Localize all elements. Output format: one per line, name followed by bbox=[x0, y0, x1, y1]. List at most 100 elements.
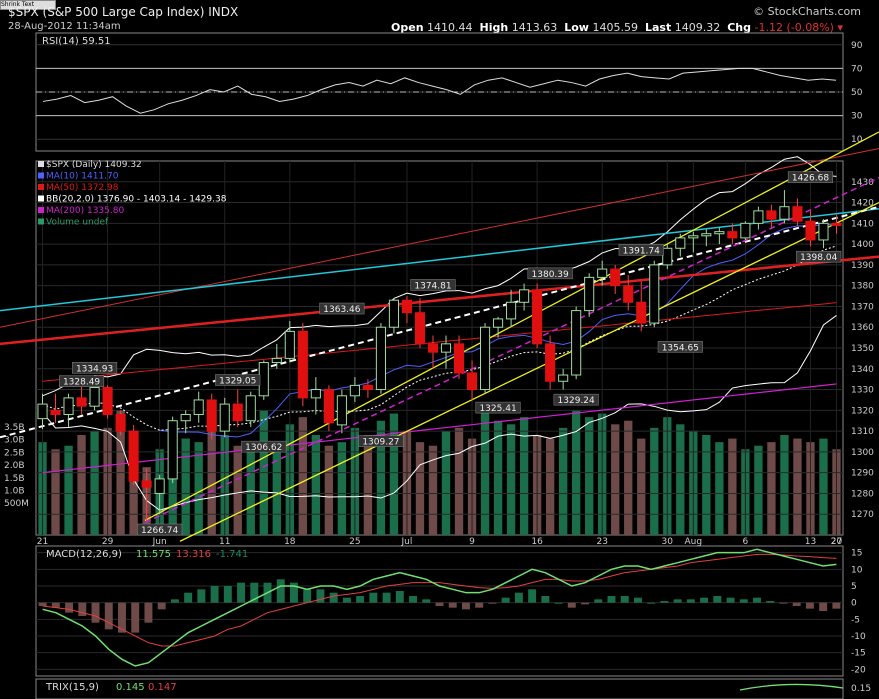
candle-body bbox=[63, 397, 74, 415]
price-annotation-box bbox=[618, 244, 664, 256]
candle-body bbox=[258, 362, 269, 397]
volume-bar bbox=[181, 438, 190, 535]
macd-histogram-bar bbox=[514, 592, 523, 603]
x-tick-label: 29 bbox=[102, 537, 114, 547]
rsi-tick-label: 90 bbox=[851, 41, 863, 51]
volume-tick-label: 2.5B bbox=[4, 448, 25, 458]
candle-body bbox=[349, 384, 360, 397]
down-arrow-icon: ▾ bbox=[837, 21, 843, 34]
volume-bar bbox=[793, 438, 802, 535]
price-annotation-box bbox=[527, 267, 573, 280]
legend-swatch bbox=[38, 172, 44, 179]
macd-histogram-bar bbox=[819, 602, 828, 611]
stockcharts-credit[interactable]: © StockCharts.com bbox=[753, 5, 861, 18]
candle-body bbox=[388, 299, 399, 328]
price-tick-label: 1380 bbox=[851, 282, 874, 292]
price-legend-entry: MA(50) 1372.98 bbox=[46, 183, 119, 193]
candle-body bbox=[414, 312, 426, 345]
chg-value: -1.12 (-0.08%) bbox=[754, 21, 834, 34]
price-annotation: 1329.24 bbox=[558, 396, 595, 406]
volume-bar bbox=[767, 442, 776, 535]
macd-histogram-bar bbox=[356, 596, 365, 603]
red-support-trendline bbox=[0, 255, 879, 346]
candle-body bbox=[532, 289, 543, 345]
candle-body bbox=[558, 374, 569, 382]
price-annotation-box bbox=[137, 523, 183, 536]
price-annotation: 1266.74 bbox=[141, 526, 178, 536]
candle-body bbox=[493, 318, 504, 328]
volume-bar bbox=[64, 445, 73, 535]
macd-tick-label: 0 bbox=[851, 599, 857, 609]
rsi-line bbox=[42, 67, 837, 114]
candle-body bbox=[831, 222, 842, 226]
candle-body bbox=[297, 330, 308, 399]
macd-legend-name: MACD(12,26,9) bbox=[46, 549, 122, 560]
macd-tick-label: -15 bbox=[851, 649, 866, 659]
macd-tick-label: -10 bbox=[851, 632, 866, 642]
price-tick-label: 1430 bbox=[851, 178, 874, 188]
x-tick-label: 18 bbox=[284, 537, 296, 547]
candle-body bbox=[89, 386, 100, 407]
candle-body bbox=[636, 301, 647, 324]
x-tick-label: Aug bbox=[685, 537, 703, 547]
rsi-tick-label: 70 bbox=[851, 64, 863, 74]
macd-tick-label: -5 bbox=[851, 615, 860, 625]
price-tick-label: 1350 bbox=[851, 344, 874, 354]
price-tick-label: 1370 bbox=[851, 302, 874, 312]
macd-legend-signal: 13.316 bbox=[176, 549, 211, 560]
macd-histogram-bar bbox=[342, 597, 351, 603]
macd-histogram-bar bbox=[461, 602, 470, 610]
x-tick-label: 9 bbox=[469, 537, 475, 547]
bb-upper-line bbox=[42, 156, 837, 397]
volume-bar bbox=[441, 431, 451, 535]
volume-bar bbox=[77, 435, 86, 535]
macd-histogram-bar bbox=[805, 602, 814, 609]
candle-body bbox=[545, 343, 556, 382]
volume-bar bbox=[363, 435, 373, 535]
price-annotation-box bbox=[241, 440, 287, 453]
macd-histogram-bar bbox=[753, 597, 761, 603]
red-upper-trendline bbox=[0, 148, 879, 328]
volume-bar bbox=[819, 438, 828, 535]
candle-body bbox=[206, 399, 217, 432]
volume-tick-label: 500M bbox=[4, 499, 29, 509]
price-annotation-box bbox=[215, 374, 261, 386]
ma50-line bbox=[42, 302, 837, 382]
price-annotation: 1363.46 bbox=[323, 305, 360, 315]
yellow-upper-channel-line bbox=[144, 131, 879, 522]
rsi-tick-label: 10 bbox=[851, 135, 863, 145]
price-annotation: 1334.93 bbox=[76, 364, 113, 374]
candle-body bbox=[597, 268, 608, 278]
low-value: 1405.59 bbox=[592, 21, 638, 34]
price-tick-label: 1270 bbox=[851, 510, 874, 520]
candle-body bbox=[571, 310, 582, 376]
candle-body bbox=[141, 480, 152, 488]
price-legend-entry: Volume undef bbox=[46, 218, 109, 228]
macd-histogram-bar bbox=[65, 602, 74, 613]
macd-histogram-bar bbox=[422, 599, 431, 603]
price-tick-label: 1360 bbox=[851, 323, 874, 333]
price-annotation: 1325.41 bbox=[479, 404, 516, 414]
macd-histogram-bar bbox=[144, 602, 153, 623]
price-annotation-box bbox=[553, 393, 599, 406]
volume-bar bbox=[415, 442, 425, 535]
price-annotation-box bbox=[358, 435, 404, 447]
price-annotation: 1309.27 bbox=[362, 438, 399, 448]
price-tick-label: 1330 bbox=[851, 386, 874, 396]
shrink-text-button[interactable]: Shrink Text bbox=[0, 0, 56, 10]
macd-histogram-bar bbox=[779, 602, 788, 604]
magenta-dashed-trendline bbox=[144, 176, 879, 524]
price-annotation: 1354.65 bbox=[662, 343, 699, 353]
legend-swatch bbox=[38, 207, 44, 213]
macd-histogram-bar bbox=[448, 602, 457, 608]
candle-body bbox=[649, 264, 660, 324]
candle-body bbox=[610, 268, 621, 287]
candle-body bbox=[310, 389, 321, 399]
macd-histogram-bar bbox=[51, 602, 60, 608]
candle-body bbox=[701, 233, 712, 237]
volume-bar bbox=[493, 420, 503, 535]
price-tick-label: 1410 bbox=[851, 219, 874, 229]
quote-bar: Open 1410.44 High 1413.63 Low 1405.59 La… bbox=[391, 21, 843, 34]
volume-bar bbox=[715, 442, 724, 535]
macd-histogram-bar bbox=[528, 589, 537, 603]
